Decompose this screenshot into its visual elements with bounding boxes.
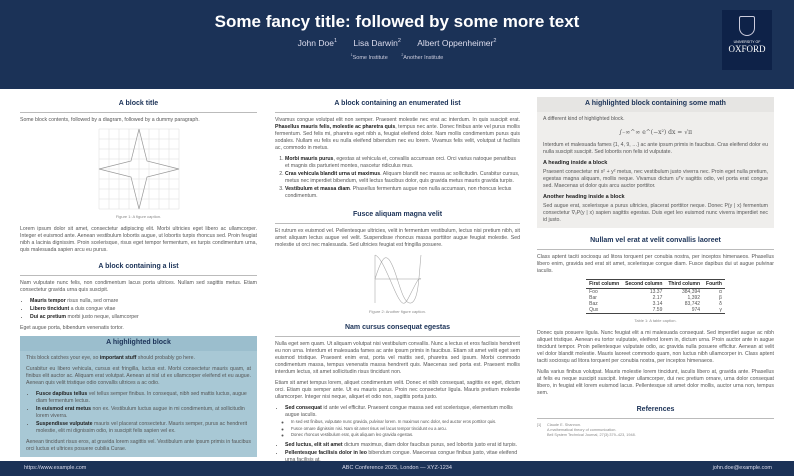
table-row: Baz 3.14 83,742 δ bbox=[589, 301, 722, 307]
author: Lisa Darwin2 bbox=[353, 38, 401, 48]
list-item: Fusce dapibus tellus vel tellus semper f… bbox=[36, 391, 251, 405]
paragraph: Nulla varius finibus volutpat. Mauris mo… bbox=[537, 369, 774, 396]
data-table: First column Second column Third column Fou… bbox=[586, 279, 725, 314]
poster-footer: https://www.example.com ABC Conference 2… bbox=[0, 461, 794, 476]
author: John Doe1 bbox=[297, 38, 338, 48]
table-row: Qux 7.59 974 γ bbox=[589, 307, 722, 313]
oxford-logo: UNIVERSITY OF OXFORD bbox=[722, 10, 772, 70]
column-2: A block containing an enumerated list Vi… bbox=[275, 97, 520, 468]
paragraph: Lorem ipsum dolor sit amet, consectetur … bbox=[20, 226, 257, 253]
list-item: Suspendisse vulputate mauris vel placera… bbox=[36, 421, 251, 435]
column-1: A block title Some block contents, follo… bbox=[20, 97, 257, 457]
paragraph: Praesent consectetur mi x² + y² metus, n… bbox=[543, 169, 768, 189]
list-item: Morbi mauris purus, egestas at vehicula … bbox=[285, 156, 520, 170]
bullet-list: Sed consequat id ante vel efficitur. Pra… bbox=[285, 405, 520, 464]
table-row: Bar 2.17 1,392 β bbox=[589, 295, 722, 301]
list-item: Pellentesque facilisis dolor in leo bibe… bbox=[285, 450, 520, 464]
paragraph: A different kind of highlighted block. bbox=[543, 116, 625, 122]
block-title: References bbox=[537, 403, 774, 419]
figure-caption: Figure 1: A figure caption. bbox=[115, 214, 162, 219]
paragraph: Donec quis posuere ligula. Nunc feugiat … bbox=[537, 330, 774, 364]
figure-caption: Figure 2: Another figure caption. bbox=[369, 309, 426, 314]
author: Albert Oppenheimer2 bbox=[417, 38, 497, 48]
block-title: A highlighted block bbox=[20, 336, 257, 351]
math-block: A highlighted block containing some math… bbox=[537, 97, 774, 228]
list-item: Mauris tempor risus nulla, sed ornare bbox=[30, 298, 257, 305]
sub-list-item: In sed est finibus, vulputate nunc gravi… bbox=[291, 419, 520, 425]
block-title: A block containing an enumerated list bbox=[275, 97, 520, 113]
sub-heading: Another heading inside a block bbox=[543, 194, 625, 200]
list-item: Cras vehicula blandit urna ut maximus. A… bbox=[285, 171, 520, 185]
paragraph: Interdum et malesuada fames {1, 4, 9, …}… bbox=[543, 142, 768, 155]
table-header-row: First column Second column Third column Fou… bbox=[586, 279, 725, 289]
paragraph: Nulla eget sem quam. Ut aliquam volutpat… bbox=[275, 341, 520, 375]
block-title: A block containing a list bbox=[20, 260, 257, 276]
sine-wave-figure bbox=[374, 254, 421, 304]
footer-conference: ABC Conference 2025, London — XYZ-1234 bbox=[342, 465, 452, 471]
list-item: Sed luctus, elit sit amet dictum maximus… bbox=[285, 442, 520, 449]
block-title: Fusce aliquam magna velit bbox=[275, 208, 520, 224]
paragraph: Some block contents, followed by a diagr… bbox=[20, 117, 200, 123]
list-item: Dui ac pretium morbi justo neque, ullamc… bbox=[30, 314, 257, 321]
paragraph: Nam vulputate nunc felis, non condimentu… bbox=[20, 280, 257, 293]
block-title: A highlighted block containing some math bbox=[537, 97, 774, 112]
poster-header: Some fancy title: followed by some more … bbox=[0, 0, 794, 89]
highlighted-block: A highlighted block This block catches y… bbox=[20, 336, 257, 457]
bullet-list: Mauris tempor risus nulla, sed ornare Li… bbox=[30, 298, 257, 321]
bullet-list: Fusce dapibus tellus vel tellus semper f… bbox=[36, 391, 251, 435]
sub-list-item: Donec rhoncus vestibulum erat, quis aliq… bbox=[291, 432, 520, 438]
sub-list-item: Fusce ornare dignissim nisi. Nam sit ame… bbox=[291, 426, 520, 432]
paragraph: Aenean tincidunt risus eros, at gravida … bbox=[26, 439, 251, 452]
paragraph: Sed augue erat, scelerisque a purus ultr… bbox=[543, 203, 768, 223]
footer-email[interactable]: john.doe@example.com bbox=[712, 465, 772, 471]
crest-icon bbox=[739, 16, 755, 36]
block-title: Nam cursus consequat egestas bbox=[275, 321, 520, 337]
list-item: Vestibulum et massa diam. Phasellus ferm… bbox=[285, 186, 520, 200]
block-title: A block title bbox=[20, 97, 257, 113]
sub-heading: A heading inside a block bbox=[543, 160, 608, 166]
paragraph: Et rutrum ex euismod vel. Pellentesque u… bbox=[275, 228, 520, 248]
authors: John Doe1 Lisa Darwin2 Albert Oppenheime… bbox=[0, 38, 794, 48]
institute: 1Some Institute bbox=[350, 53, 388, 61]
list-item: Sed consequat id ante vel efficitur. Pra… bbox=[285, 405, 520, 438]
star-diagram bbox=[98, 128, 179, 210]
paragraph: Class aptent taciti sociosqu ad litora t… bbox=[537, 254, 774, 274]
paragraph: This block catches your eye, so importan… bbox=[26, 355, 195, 361]
poster-title: Some fancy title: followed by some more … bbox=[214, 12, 580, 31]
column-3: A highlighted block containing some math… bbox=[537, 97, 774, 438]
enumerated-list: Morbi mauris purus, egestas at vehicula … bbox=[285, 156, 520, 200]
reference-item: [1] Claude E. Shannon. A mathematical the… bbox=[537, 423, 636, 437]
paragraph: Curabitur eu libero vehicula, cursus est… bbox=[26, 366, 251, 386]
sub-list: In sed est finibus, vulputate nunc gravi… bbox=[291, 419, 520, 438]
equation: ∫₋∞^∞ e^(−x²) dx = √π bbox=[618, 129, 693, 136]
paragraph: Vivamus congue volutpat elit non semper.… bbox=[275, 117, 520, 151]
paragraph: Eget augue porta, bibendum venenatis tor… bbox=[20, 325, 124, 331]
list-item: Libero tincidunt a duis congue vitae bbox=[30, 306, 257, 313]
block-title: Nullam vel erat at velit convallis laore… bbox=[537, 234, 774, 250]
list-item: In euismod erat metus non ex. Vestibulum… bbox=[36, 406, 251, 420]
footer-url[interactable]: https://www.example.com bbox=[24, 465, 87, 471]
paragraph: Etiam sit amet tempus lorem, aliquet con… bbox=[275, 380, 520, 400]
institute: 2Another Institute bbox=[401, 53, 444, 61]
table-caption: Table 1: A table caption. bbox=[634, 318, 677, 323]
table-row: Foo 13.37 384,394 α bbox=[589, 289, 722, 295]
institutes: 1Some Institute 2Another Institute bbox=[0, 53, 794, 61]
